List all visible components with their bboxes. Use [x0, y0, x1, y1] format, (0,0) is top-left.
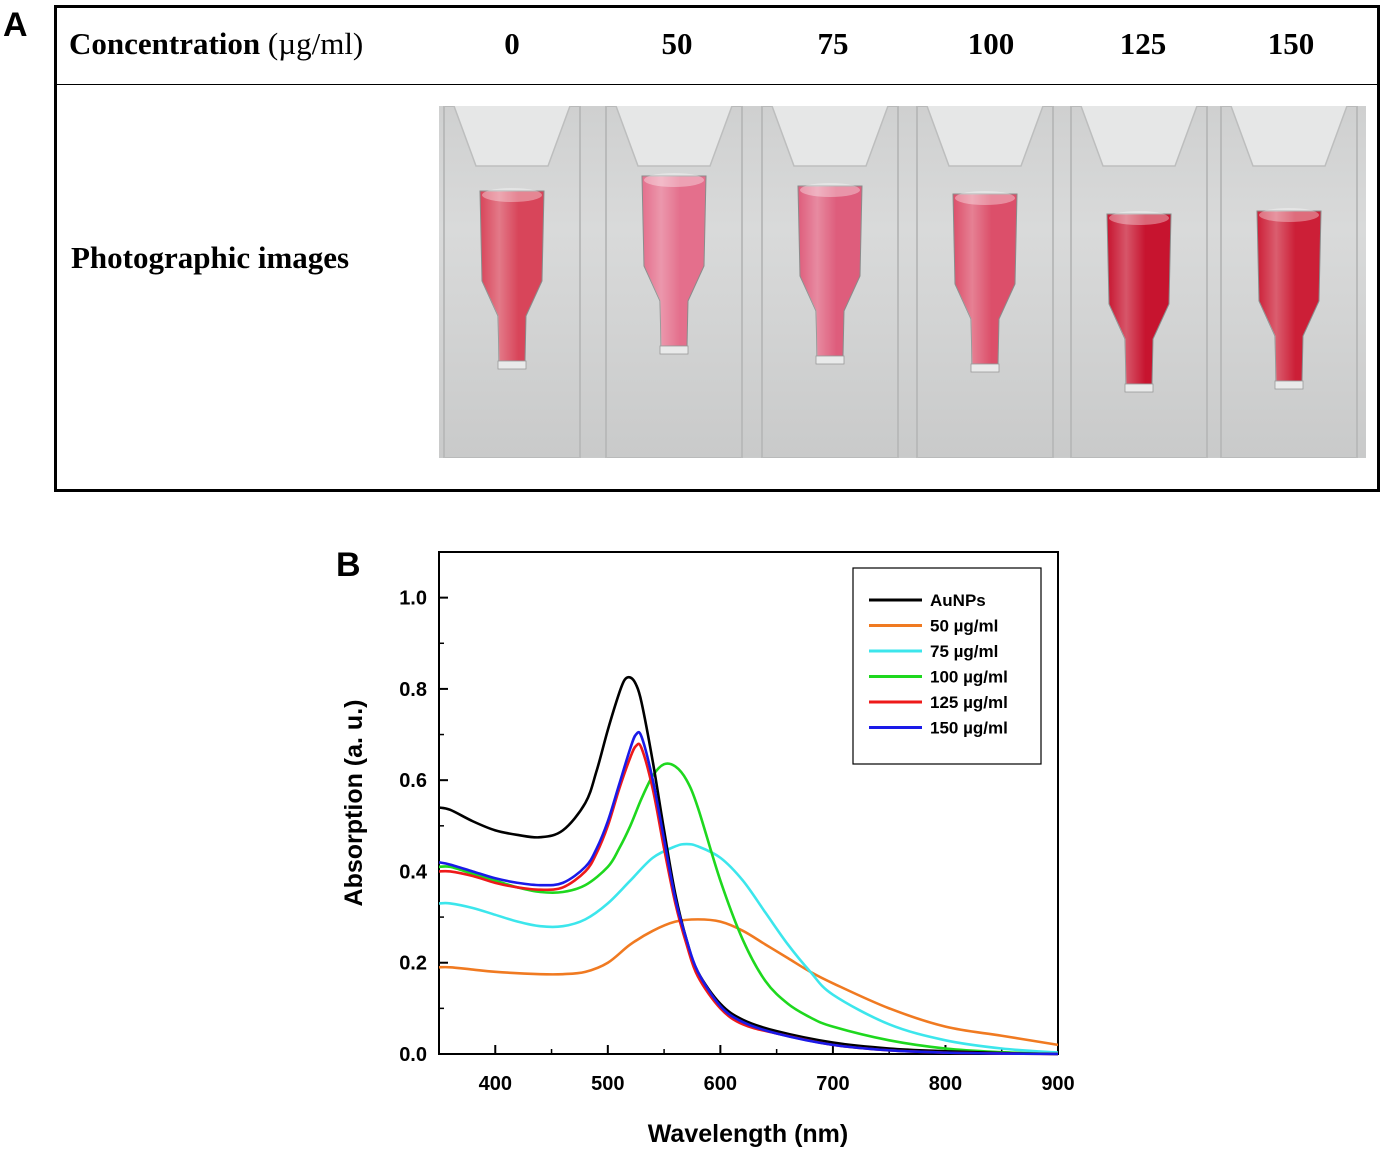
concentration-value: 150: [1267, 26, 1315, 61]
series-line: [438, 762, 1059, 1056]
legend-label: 75 µg/ml: [930, 642, 998, 661]
series-line: [438, 730, 1059, 1056]
x-tick-label: 900: [1041, 1073, 1074, 1095]
cuvette: [916, 106, 1054, 458]
concentration-value: 0: [504, 26, 520, 61]
photo-label: Photographic images: [71, 240, 350, 275]
concentration-value: 125: [1119, 26, 1167, 61]
cuvette-photograph: [439, 106, 1366, 458]
x-tick-label: 800: [929, 1073, 962, 1095]
series-line: [438, 675, 1059, 1056]
series-line: [438, 842, 1059, 1054]
concentration-unit: (µg/ml): [267, 26, 364, 61]
plot-frame: [438, 551, 1059, 1055]
legend-label: 150 µg/ml: [930, 719, 1008, 738]
panel-a-letter: A: [3, 6, 28, 44]
legend-label: 100 µg/ml: [930, 668, 1008, 687]
y-tick-label: 1.0: [399, 588, 427, 610]
concentration-value: 75: [817, 26, 849, 61]
table-divider: [57, 84, 1377, 85]
y-tick-label: 0.8: [399, 679, 427, 701]
y-tick-label: 0.4: [399, 861, 428, 883]
x-tick-label: 400: [479, 1073, 512, 1095]
legend-label: AuNPs: [930, 591, 986, 610]
absorption-chart: B 400 500 600 700 800 900 0.0 0.2 0.4 0.6 0.8 1.0 W…: [336, 546, 1075, 1148]
cuvette: [761, 106, 899, 458]
x-tick-label: 700: [816, 1073, 849, 1095]
cuvette: [443, 106, 581, 458]
cuvette: [1070, 106, 1208, 458]
y-tick-label: 0.0: [399, 1044, 427, 1066]
legend-label: 50 µg/ml: [930, 617, 998, 636]
y-tick-label: 0.6: [399, 770, 427, 792]
x-tick-label: 500: [591, 1073, 624, 1095]
photo-background: [439, 106, 1366, 458]
concentration-value: 50: [661, 26, 693, 61]
y-tick-label: 0.2: [399, 953, 427, 975]
concentration-value: 100: [967, 26, 1015, 61]
concentration-header: Concentration (µg/ml): [69, 26, 363, 62]
legend: AuNPs 50 µg/ml 75 µg/ml 100 µg/ml 125 µg/ml 1…: [852, 567, 1042, 765]
y-axis-label: Absorption (a. u.): [340, 700, 368, 907]
series-line: [438, 742, 1059, 1056]
series-line: [438, 918, 1059, 1047]
panel-b-letter: B: [336, 546, 361, 584]
panel-a-table: Concentration (µg/ml) 0 50 75 100 125 15…: [54, 5, 1380, 492]
legend-label: 125 µg/ml: [930, 693, 1008, 712]
x-tick-label: 600: [704, 1073, 737, 1095]
cuvette: [605, 106, 743, 458]
cuvette: [1220, 106, 1358, 458]
x-axis-label: Wavelength (nm): [648, 1120, 848, 1148]
concentration-label: Concentration: [69, 26, 261, 61]
